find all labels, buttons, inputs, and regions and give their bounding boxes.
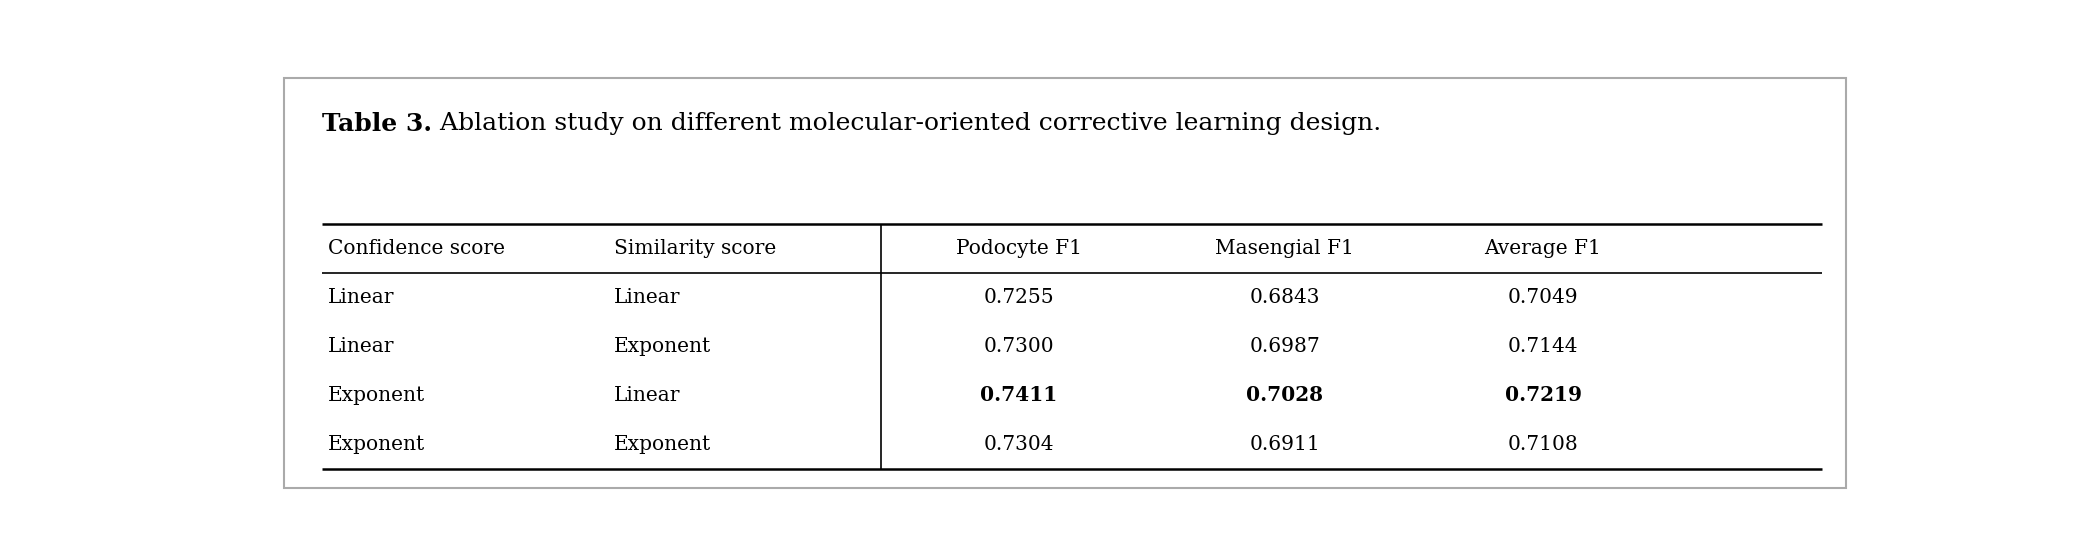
Text: 0.7144: 0.7144 [1507, 336, 1578, 356]
Text: 0.7219: 0.7219 [1505, 385, 1582, 405]
Text: 0.6911: 0.6911 [1249, 435, 1320, 454]
Text: 0.6987: 0.6987 [1249, 336, 1320, 356]
Text: Podocyte F1: Podocyte F1 [956, 239, 1083, 258]
Text: 0.6843: 0.6843 [1249, 288, 1320, 307]
Text: Table 3.: Table 3. [321, 112, 431, 136]
Text: Average F1: Average F1 [1484, 239, 1601, 258]
Text: 0.7411: 0.7411 [981, 385, 1058, 405]
FancyBboxPatch shape [285, 78, 1847, 488]
Text: Similarity score: Similarity score [614, 239, 777, 258]
Text: 0.7304: 0.7304 [983, 435, 1053, 454]
Text: Linear: Linear [329, 288, 393, 307]
Text: 0.7300: 0.7300 [983, 336, 1053, 356]
Text: Linear: Linear [329, 336, 393, 356]
Text: Linear: Linear [614, 386, 681, 405]
Text: 0.7108: 0.7108 [1507, 435, 1578, 454]
Text: Ablation study on different molecular-oriented corrective learning design.: Ablation study on different molecular-or… [431, 112, 1380, 135]
Text: Exponent: Exponent [329, 435, 425, 454]
Text: Masengial F1: Masengial F1 [1216, 239, 1353, 258]
Text: 0.7028: 0.7028 [1247, 385, 1324, 405]
Text: Confidence score: Confidence score [329, 239, 506, 258]
Text: Exponent: Exponent [614, 435, 710, 454]
Text: Linear: Linear [614, 288, 681, 307]
Text: Exponent: Exponent [614, 336, 710, 356]
Text: 0.7255: 0.7255 [983, 288, 1053, 307]
Text: Exponent: Exponent [329, 386, 425, 405]
Text: 0.7049: 0.7049 [1507, 288, 1578, 307]
